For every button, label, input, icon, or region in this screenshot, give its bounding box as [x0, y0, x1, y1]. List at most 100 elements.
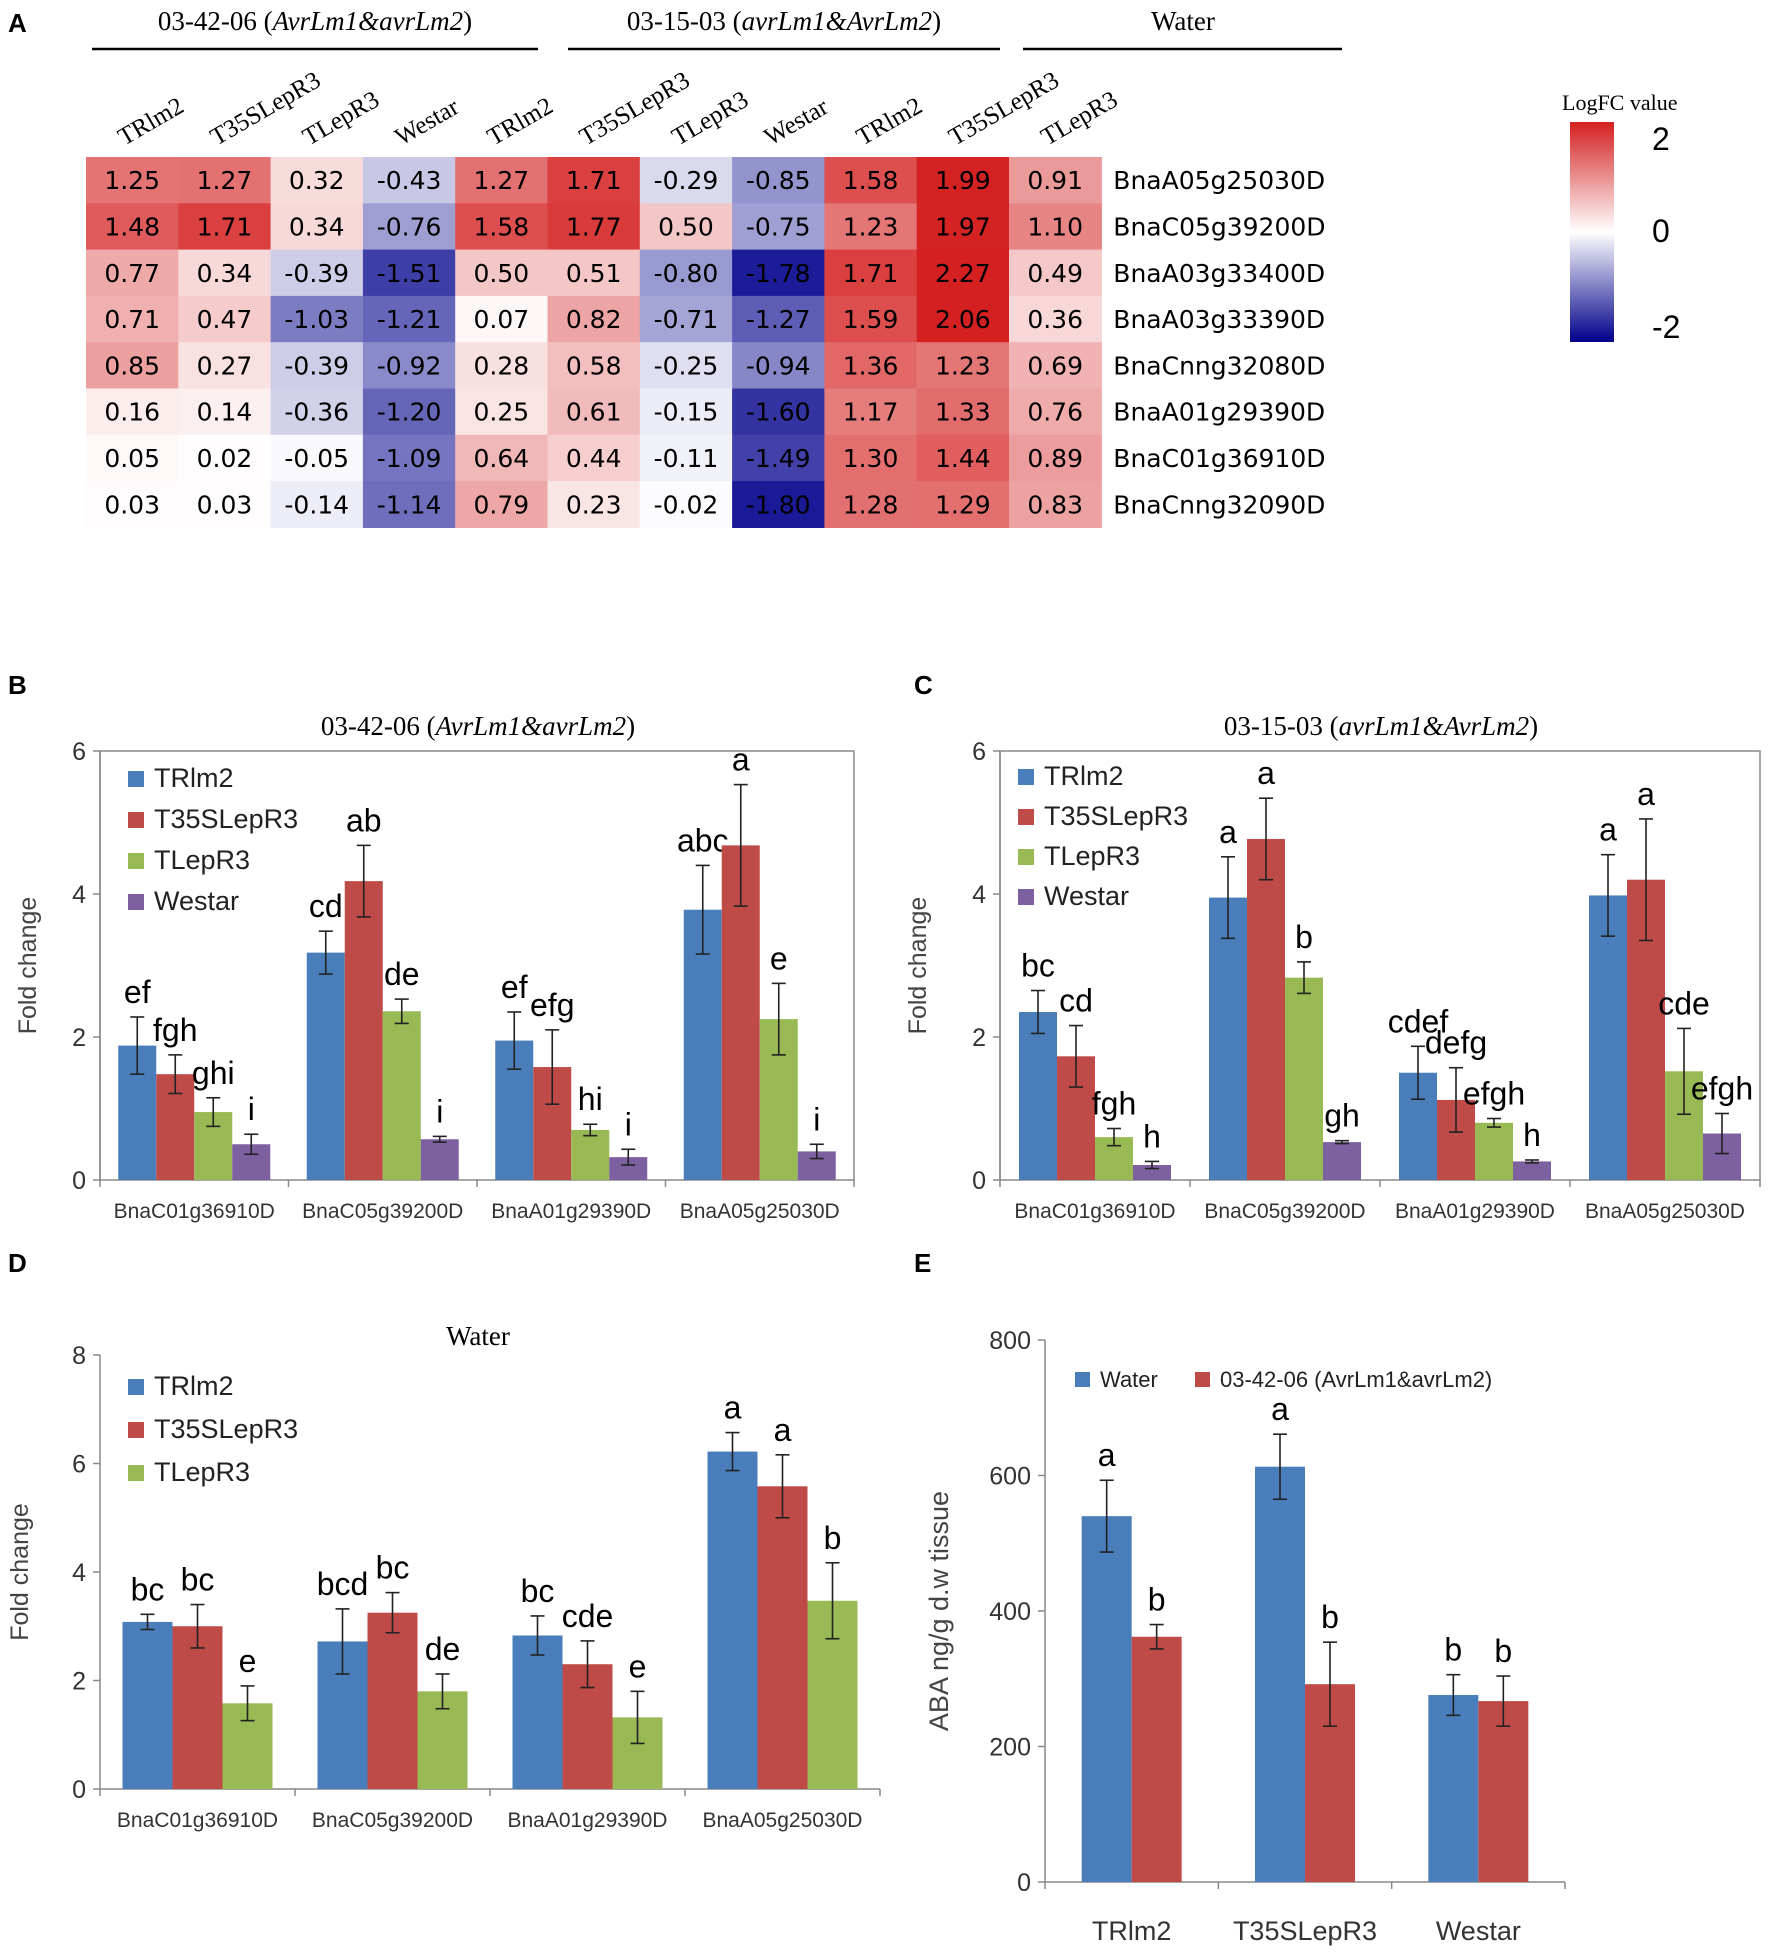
heatmap-cell: [1009, 249, 1102, 297]
heatmap-cell-value: -0.25: [654, 351, 719, 380]
y-tick-label: 2: [72, 1668, 86, 1696]
heatmap-row-label: BnaC05g39200D: [1113, 212, 1325, 241]
heatmap-cell-value: -0.43: [377, 166, 442, 195]
heatmap-cell: [547, 434, 641, 482]
heatmap-cell-value: 0.49: [1027, 259, 1083, 288]
significance-letter: b: [1321, 1599, 1339, 1635]
heatmap-cell: [547, 249, 641, 297]
heatmap-cell: [362, 249, 456, 297]
heatmap-cell-value: 1.30: [843, 444, 899, 473]
heatmap-cell: [455, 481, 549, 528]
legend-label: T35SLepR3: [1044, 801, 1188, 831]
heatmap-cell-value: -0.76: [377, 212, 442, 241]
heatmap-cell: [916, 249, 1010, 297]
chart-title: Water: [446, 1321, 510, 1351]
bar-blue: [1081, 1516, 1132, 1882]
heatmap-cell-value: 0.83: [1027, 490, 1083, 519]
heatmap-cell: [362, 342, 456, 390]
bar-chart-panel-b: 03-42-06 (AvrLm1&avrLm2) 0 2 4 6 Fold change e…: [14, 711, 855, 1223]
heatmap-cell: [455, 295, 549, 343]
heatmap-column-label: TRlm2: [852, 92, 927, 151]
legend-swatch-red: [1195, 1372, 1210, 1387]
heatmap-cell: [86, 342, 179, 390]
heatmap-cell: [362, 157, 456, 204]
significance-letter: b: [1494, 1633, 1512, 1669]
heatmap-cell-value: -1.51: [377, 259, 442, 288]
heatmap-cell: [639, 388, 733, 436]
heatmap-cell: [270, 203, 364, 251]
group-title-italic: avrLm1&AvrLm2: [742, 6, 933, 36]
y-tick-label: 6: [972, 738, 986, 766]
significance-letter: ef: [124, 974, 151, 1010]
heatmap-cell-value: 1.29: [935, 490, 991, 519]
heatmap-cell-value: -1.60: [746, 398, 811, 427]
heatmap-cell: [824, 295, 918, 343]
heatmap-cell: [824, 157, 918, 204]
heatmap-cell: [362, 434, 456, 482]
heatmap-cell-value: 0.77: [104, 259, 160, 288]
heatmap-cell: [455, 388, 549, 436]
heatmap-cell: [455, 342, 549, 390]
y-tick-label: 6: [72, 738, 86, 766]
heatmap-cell-value: -0.85: [746, 166, 811, 195]
x-category-label: BnaA01g29390D: [508, 1809, 668, 1832]
x-category-label: BnaC05g39200D: [1204, 1200, 1365, 1223]
bar-blue: [1428, 1695, 1479, 1882]
group-title-plain: 03-42-06 (: [158, 6, 273, 36]
significance-letter: ef: [501, 969, 528, 1005]
heatmap-cell: [270, 249, 364, 297]
heatmap-cell-value: 0.14: [197, 398, 253, 427]
significance-letter: bcd: [317, 1566, 369, 1602]
bar-purple: [420, 1139, 459, 1180]
heatmap-cell: [732, 249, 825, 297]
significance-letter: cde: [1658, 985, 1710, 1021]
bar-purple: [1513, 1161, 1551, 1180]
heatmap-cell: [455, 249, 549, 297]
heatmap-cell-value: -1.14: [377, 490, 442, 519]
heatmap-cell-value: 1.28: [843, 490, 899, 519]
y-tick-label: 4: [72, 1559, 86, 1587]
heatmap-cell: [916, 342, 1010, 390]
heatmap-cell-value: 0.89: [1027, 444, 1083, 473]
y-tick-label: 4: [972, 881, 986, 909]
legend-swatch-red: [128, 1422, 144, 1438]
heatmap-cell-value: 0.47: [197, 305, 253, 334]
legend-swatch-green: [128, 1465, 144, 1481]
heatmap-cell: [455, 434, 549, 482]
heatmap-cell-value: 0.50: [658, 212, 714, 241]
chart-title-italic: avrLm1&AvrLm2: [1339, 711, 1530, 741]
significance-letter: bc: [376, 1550, 410, 1586]
heatmap-row-label: BnaA03g33390D: [1113, 305, 1325, 334]
heatmap-cell: [86, 203, 179, 251]
significance-letter: bc: [131, 1571, 165, 1607]
heatmap-cell-value: 0.44: [566, 444, 622, 473]
legend-swatch-red: [128, 812, 144, 828]
heatmap-cell: [824, 434, 918, 482]
bar-blue: [707, 1451, 758, 1789]
heatmap-cell: [547, 388, 641, 436]
heatmap-cell: [916, 481, 1010, 528]
heatmap-cell-value: 0.34: [289, 212, 345, 241]
legend-label: Westar: [1044, 881, 1129, 911]
heatmap-cell: [178, 481, 272, 528]
x-category-label: BnaC01g36910D: [114, 1200, 275, 1223]
heatmap-cell: [86, 481, 179, 528]
heatmap-cell-value: -0.05: [284, 444, 349, 473]
bar-blue: [1255, 1466, 1305, 1882]
y-tick-label: 2: [72, 1024, 86, 1052]
heatmap-cell: [547, 203, 641, 251]
heatmap-cell-value: -0.11: [654, 444, 719, 473]
heatmap-cell-value: -0.39: [284, 351, 349, 380]
heatmap-row-label: BnaCnng32080D: [1113, 351, 1325, 380]
bar-purple: [1323, 1142, 1361, 1180]
heatmap-cell-value: 0.03: [104, 490, 160, 519]
heatmap-cell-value: 0.51: [566, 259, 622, 288]
heatmap-cell: [362, 481, 456, 528]
heatmap-cell-value: 1.23: [843, 212, 899, 241]
x-category-label: BnaA05g25030D: [680, 1200, 840, 1223]
heatmap-cell-value: 1.10: [1027, 212, 1083, 241]
bar-red: [344, 881, 383, 1180]
significance-letter: cd: [1059, 983, 1093, 1019]
group-title-italic: AvrLm1&avrLm2: [271, 6, 464, 36]
heatmap-cell: [824, 342, 918, 390]
